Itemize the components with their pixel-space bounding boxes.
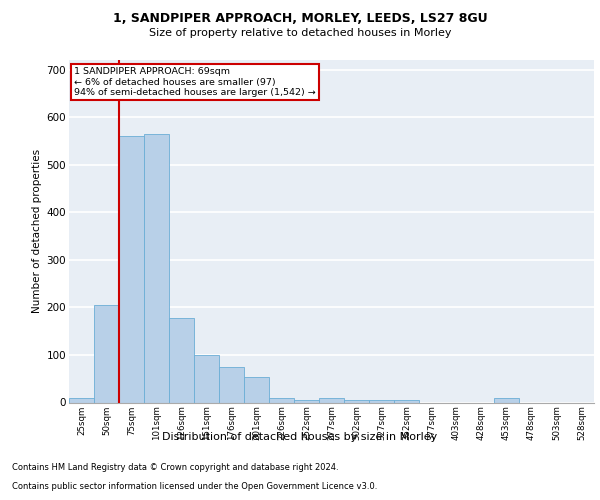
Bar xyxy=(94,306,119,402)
Bar xyxy=(194,355,219,403)
Text: Size of property relative to detached houses in Morley: Size of property relative to detached ho… xyxy=(149,28,451,38)
Bar xyxy=(119,136,144,402)
Bar xyxy=(269,398,294,402)
Bar xyxy=(394,400,419,402)
Text: Distribution of detached houses by size in Morley: Distribution of detached houses by size … xyxy=(163,432,437,442)
Text: 1, SANDPIPER APPROACH, MORLEY, LEEDS, LS27 8GU: 1, SANDPIPER APPROACH, MORLEY, LEEDS, LS… xyxy=(113,12,487,26)
Bar xyxy=(319,398,344,402)
Text: 1 SANDPIPER APPROACH: 69sqm
← 6% of detached houses are smaller (97)
94% of semi: 1 SANDPIPER APPROACH: 69sqm ← 6% of deta… xyxy=(74,67,316,97)
Bar xyxy=(369,400,394,402)
Bar xyxy=(144,134,169,402)
Text: Contains HM Land Registry data © Crown copyright and database right 2024.: Contains HM Land Registry data © Crown c… xyxy=(12,464,338,472)
Bar xyxy=(494,398,519,402)
Y-axis label: Number of detached properties: Number of detached properties xyxy=(32,149,43,314)
Bar xyxy=(294,400,319,402)
Text: Contains public sector information licensed under the Open Government Licence v3: Contains public sector information licen… xyxy=(12,482,377,491)
Bar xyxy=(244,378,269,402)
Bar xyxy=(69,398,94,402)
Bar xyxy=(344,400,369,402)
Bar xyxy=(219,367,244,402)
Bar xyxy=(169,318,194,402)
